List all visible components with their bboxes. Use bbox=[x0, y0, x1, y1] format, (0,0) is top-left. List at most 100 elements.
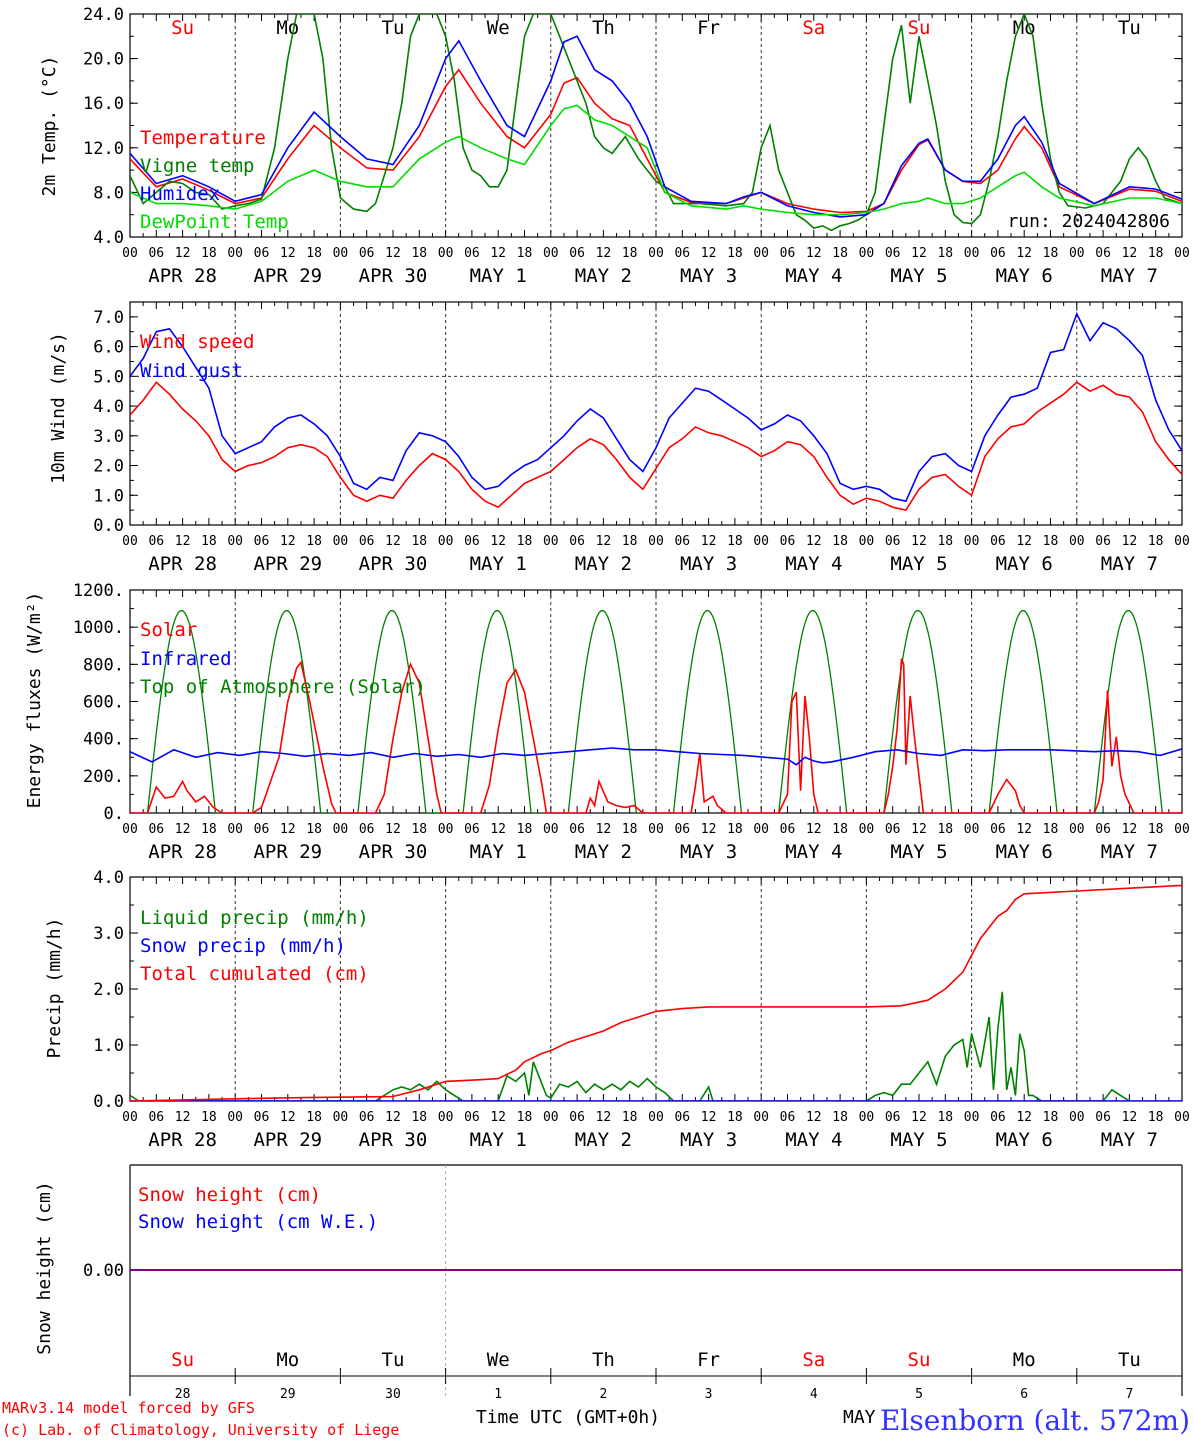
hour-tick-label: 00 bbox=[227, 822, 243, 837]
hour-tick-label: 18 bbox=[727, 1110, 743, 1125]
hour-tick-label: 18 bbox=[411, 246, 427, 261]
day-date-label: MAY 7 bbox=[1101, 841, 1158, 863]
day-number-label: 7 bbox=[1125, 1387, 1133, 1402]
day-date-label: MAY 5 bbox=[890, 841, 947, 863]
dow-label: Mo bbox=[1013, 17, 1036, 39]
hour-tick-label: 12 bbox=[1122, 822, 1138, 837]
y-tick-label: 20.0 bbox=[83, 50, 124, 70]
dow-label: Fr bbox=[697, 17, 720, 39]
precip-panel: 0.0 1.0 2.0 3.0 4.0 00 06 12 18 00 06 12 18 00 06 12 18 0… bbox=[93, 868, 1190, 1151]
day-date-label: MAY 3 bbox=[680, 553, 737, 575]
dow-label: Su bbox=[908, 17, 931, 39]
hour-tick-label: 00 bbox=[648, 246, 664, 261]
hour-tick-label: 06 bbox=[148, 246, 164, 261]
hour-tick-label: 18 bbox=[622, 1110, 638, 1125]
dow-label: Su bbox=[171, 1349, 194, 1371]
day-date-label: APR 29 bbox=[253, 841, 322, 863]
series-line bbox=[130, 68, 1182, 214]
day-date-label: MAY 6 bbox=[996, 1129, 1053, 1151]
hour-tick-label: 00 bbox=[543, 822, 559, 837]
hour-tick-label: 18 bbox=[622, 822, 638, 837]
hour-tick-label: 12 bbox=[596, 822, 612, 837]
hour-tick-label: 12 bbox=[701, 822, 717, 837]
hour-tick-label: 06 bbox=[464, 1110, 480, 1125]
series-line bbox=[130, 35, 1182, 218]
hour-tick-label: 12 bbox=[1122, 246, 1138, 261]
hour-tick-label: 12 bbox=[175, 246, 191, 261]
day-number-label: 28 bbox=[175, 1387, 191, 1402]
dow-label: Fr bbox=[697, 1349, 720, 1371]
hour-tick-label: 00 bbox=[859, 534, 875, 549]
hour-tick-label: 12 bbox=[911, 246, 927, 261]
y-tick-label: 1.0 bbox=[93, 1036, 124, 1056]
day-date-label: MAY 2 bbox=[575, 841, 632, 863]
day-date-label: APR 29 bbox=[253, 1129, 322, 1151]
hour-tick-label: 00 bbox=[227, 534, 243, 549]
ylabel-snow: Snow height (cm) bbox=[34, 1181, 55, 1354]
hour-tick-label: 00 bbox=[859, 246, 875, 261]
hour-tick-label: 18 bbox=[937, 1110, 953, 1125]
day-date-label: APR 30 bbox=[359, 1129, 428, 1151]
hour-tick-label: 18 bbox=[1043, 822, 1059, 837]
hour-tick-label: 12 bbox=[806, 246, 822, 261]
hour-tick-label: 18 bbox=[937, 822, 953, 837]
hour-tick-label: 00 bbox=[753, 534, 769, 549]
y-tick-label: 0.0 bbox=[93, 1092, 124, 1112]
hour-tick-label: 00 bbox=[438, 534, 454, 549]
hour-tick-label: 12 bbox=[1122, 1110, 1138, 1125]
hour-tick-label: 12 bbox=[280, 1110, 296, 1125]
dow-label: Tu bbox=[1118, 17, 1141, 39]
day-date-label: APR 29 bbox=[253, 553, 322, 575]
hour-tick-label: 00 bbox=[1069, 246, 1085, 261]
hour-tick-label: 18 bbox=[517, 246, 533, 261]
hour-tick-label: 12 bbox=[911, 1110, 927, 1125]
y-tick-label: 4.0 bbox=[93, 397, 124, 417]
y-tick-label: 4.0 bbox=[93, 868, 124, 888]
hour-tick-label: 12 bbox=[385, 1110, 401, 1125]
hour-tick-label: 00 bbox=[122, 1110, 138, 1125]
y-tick-label: 12.0 bbox=[83, 139, 124, 159]
day-date-label: MAY 1 bbox=[470, 841, 527, 863]
hour-tick-label: 18 bbox=[411, 1110, 427, 1125]
dow-label: Th bbox=[592, 17, 615, 39]
hour-tick-label: 00 bbox=[122, 534, 138, 549]
hour-tick-label: 00 bbox=[753, 246, 769, 261]
y-tick-label: 3.0 bbox=[93, 427, 124, 447]
hour-tick-label: 12 bbox=[596, 1110, 612, 1125]
legend-total-cumulated: Total cumulated (cm) bbox=[140, 963, 369, 985]
legend-dewpoint: DewPoint Temp bbox=[140, 211, 289, 233]
hour-tick-label: 00 bbox=[1174, 534, 1190, 549]
series-line bbox=[130, 381, 1182, 512]
day-date-label: MAY 3 bbox=[680, 1129, 737, 1151]
series-line bbox=[130, 747, 1182, 766]
day-date-label: APR 28 bbox=[148, 553, 217, 575]
day-date-label: APR 30 bbox=[359, 265, 428, 287]
hour-tick-label: 12 bbox=[280, 822, 296, 837]
dow-label: Sa bbox=[802, 1349, 825, 1371]
day-date-label: MAY 4 bbox=[785, 1129, 842, 1151]
hour-tick-label: 00 bbox=[648, 534, 664, 549]
legend-snow-precip: Snow precip (mm/h) bbox=[140, 935, 346, 957]
y-tick-label: 1.0 bbox=[93, 486, 124, 506]
hour-tick-label: 12 bbox=[911, 534, 927, 549]
legend-vigne-temp: Vigne temp bbox=[140, 155, 254, 177]
y-tick-label: 0.00 bbox=[83, 1261, 124, 1281]
legend-humidex: Humidex bbox=[140, 183, 220, 205]
temperature-panel: 4.0 8.0 12.0 16.0 20.0 24.0 00 06 12 18 00 06 12 18 00… bbox=[83, 5, 1190, 287]
hour-tick-label: 06 bbox=[254, 1110, 270, 1125]
hour-tick-label: 00 bbox=[1174, 246, 1190, 261]
y-tick-label: 6.0 bbox=[93, 338, 124, 358]
y-tick-label: 4.0 bbox=[93, 228, 124, 248]
xaxis-title: Time UTC (GMT+0h) bbox=[476, 1407, 660, 1428]
hour-tick-label: 06 bbox=[780, 822, 796, 837]
hour-tick-label: 00 bbox=[543, 246, 559, 261]
day-number-label: 5 bbox=[915, 1387, 923, 1402]
y-tick-label: 3.0 bbox=[93, 924, 124, 944]
hour-tick-label: 12 bbox=[175, 1110, 191, 1125]
ylabel-precip: Precip (mm/h) bbox=[44, 918, 65, 1059]
y-tick-label: 0. bbox=[104, 804, 124, 824]
hour-tick-label: 00 bbox=[859, 822, 875, 837]
hour-tick-label: 18 bbox=[832, 822, 848, 837]
hour-tick-label: 06 bbox=[464, 534, 480, 549]
hour-tick-label: 18 bbox=[937, 534, 953, 549]
